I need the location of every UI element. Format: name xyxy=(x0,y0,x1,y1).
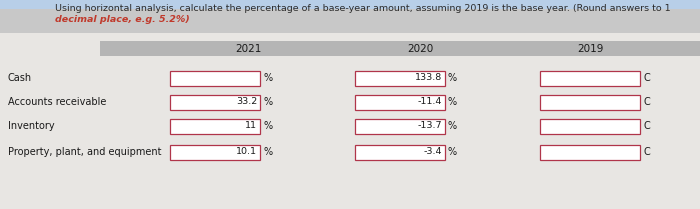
Text: decimal place, e.g. 5.2%): decimal place, e.g. 5.2%) xyxy=(55,15,190,24)
Bar xyxy=(540,94,640,110)
Text: 11: 11 xyxy=(245,121,257,130)
Text: C: C xyxy=(643,121,650,131)
Text: 33.2: 33.2 xyxy=(236,98,257,107)
Bar xyxy=(170,119,260,134)
Bar xyxy=(0,0,700,33)
Text: Using horizontal analysis, calculate the percentage of a base-year amount, assum: Using horizontal analysis, calculate the… xyxy=(55,4,671,13)
Text: 133.8: 133.8 xyxy=(414,74,442,83)
Bar xyxy=(170,70,260,85)
Text: %: % xyxy=(263,147,272,157)
Text: %: % xyxy=(263,121,272,131)
Text: 10.1: 10.1 xyxy=(236,148,257,157)
Text: Accounts receivable: Accounts receivable xyxy=(8,97,106,107)
Text: %: % xyxy=(448,147,457,157)
Bar xyxy=(355,70,445,85)
Bar xyxy=(540,70,640,85)
Text: Cash: Cash xyxy=(8,73,32,83)
Bar xyxy=(0,33,700,209)
Text: %: % xyxy=(448,73,457,83)
Bar xyxy=(170,94,260,110)
Bar xyxy=(355,144,445,159)
Bar xyxy=(355,94,445,110)
Bar xyxy=(540,144,640,159)
Text: %: % xyxy=(448,121,457,131)
Text: 2020: 2020 xyxy=(407,44,433,54)
Text: -3.4: -3.4 xyxy=(424,148,442,157)
Text: %: % xyxy=(263,73,272,83)
Text: -13.7: -13.7 xyxy=(417,121,442,130)
Bar xyxy=(100,41,700,56)
Text: C: C xyxy=(643,97,650,107)
Text: 2019: 2019 xyxy=(577,44,603,54)
Text: %: % xyxy=(263,97,272,107)
Bar xyxy=(355,119,445,134)
Bar xyxy=(540,119,640,134)
Text: Property, plant, and equipment: Property, plant, and equipment xyxy=(8,147,162,157)
Text: 2021: 2021 xyxy=(234,44,261,54)
Text: %: % xyxy=(448,97,457,107)
Bar xyxy=(170,144,260,159)
Text: C: C xyxy=(643,73,650,83)
Text: -11.4: -11.4 xyxy=(418,98,442,107)
Text: Inventory: Inventory xyxy=(8,121,55,131)
Text: C: C xyxy=(643,147,650,157)
Bar xyxy=(0,0,700,9)
